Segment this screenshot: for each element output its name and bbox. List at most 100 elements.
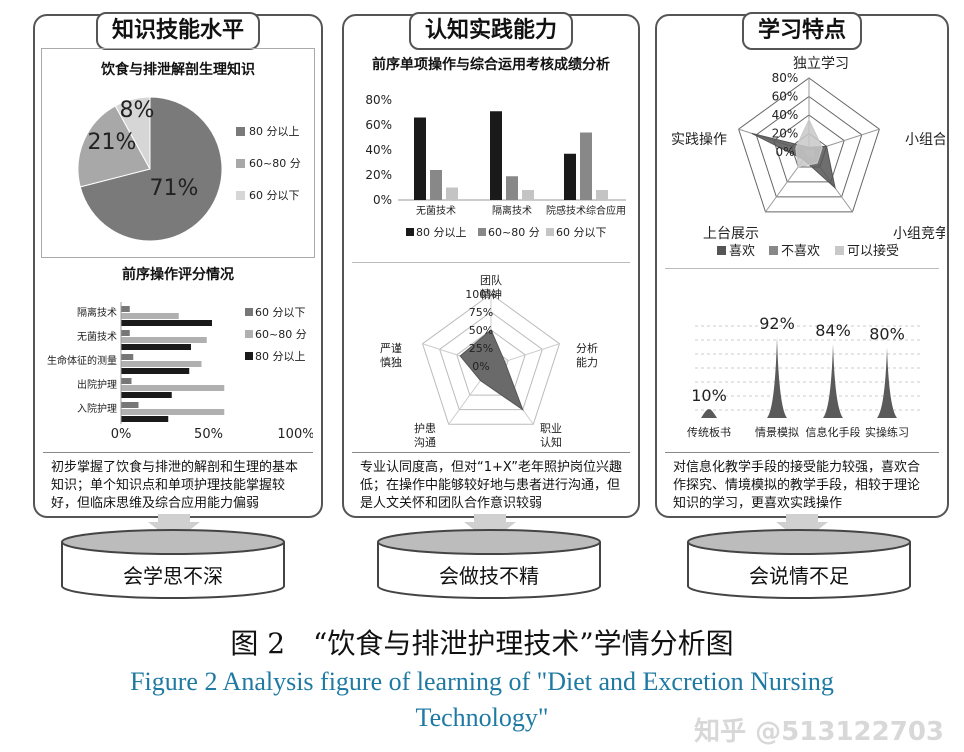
legend-swatch — [245, 330, 253, 338]
legend-swatch — [245, 308, 253, 316]
radar-grid-ring — [456, 329, 526, 396]
legend-swatch — [769, 246, 778, 255]
spike-data-label: 84% — [815, 321, 851, 340]
divider — [352, 262, 630, 263]
legend-swatch — [406, 228, 414, 236]
vbar-tick-label: 80% — [365, 93, 392, 107]
vbar-bar — [596, 190, 608, 200]
spike-data-label: 80% — [869, 325, 905, 344]
panel-title: 学习特点 — [741, 12, 863, 50]
learning-summary: 对信息化教学手段的接受能力较强，喜欢合作探究、情境模拟的教学手段，相较于理论知识… — [665, 452, 939, 511]
cylinder-shape — [377, 529, 601, 599]
hbar-category-label: 隔离技术 — [77, 306, 117, 319]
radar-axis-label: 慎独 — [380, 355, 402, 369]
hbar-category-label: 入院护理 — [77, 402, 117, 415]
pie-slice — [77, 105, 151, 188]
legend-label: 60 分以下 — [556, 226, 607, 239]
hbar-tick-label: 0% — [111, 427, 132, 442]
radar-level-label: 20% — [772, 127, 799, 141]
hbar-bar — [121, 344, 191, 350]
spike-mark — [823, 344, 843, 418]
legend-swatch — [245, 352, 253, 360]
legend-label: 80 分以上 — [255, 350, 306, 363]
legend-label: 60 分以下 — [249, 189, 300, 202]
outcome-label: 会说情不足 — [749, 564, 849, 588]
panel-cognition: 认知实践能力 前序单项操作与综合运用考核成绩分析 0% 20% 40% 60% 80% 无… — [342, 12, 640, 518]
hbar-chart-box: 前序操作评分情况 隔离技术 无菌技术 生命体征的测量 出院护理 入院护理 0% 50% 100… — [41, 262, 315, 448]
radar-axis-label: 实践操作 — [671, 132, 727, 148]
figure-caption-cn: 图 2 “饮食与排泄护理技术”学情分析图 — [230, 627, 734, 660]
spike-category-label: 情景模拟 — [755, 425, 799, 439]
radar-axis-label: 小组合作 — [905, 132, 945, 148]
legend-label: 可以接受 — [847, 243, 899, 259]
spike-category-label: 信息化手段 — [806, 425, 861, 439]
hbar-bar — [121, 402, 139, 408]
hbar-bar — [121, 330, 130, 336]
outcome-cylinder-1: 会学思不深 — [60, 528, 286, 602]
vbar-chart-title: 前序单项操作与综合运用考核成绩分析 — [372, 57, 610, 73]
legend-label: 80 分以上 — [416, 226, 467, 239]
pie-slice — [79, 96, 223, 242]
radar-grid-ring — [439, 311, 543, 411]
legend-swatch — [478, 228, 486, 236]
caption-en-line2: Technology" — [415, 703, 549, 732]
vbar-tick-label: 0% — [373, 193, 392, 207]
hbar-bar — [121, 385, 225, 391]
vbar-category-label: 院感技术综合应用 — [546, 204, 626, 217]
vbar-bar — [522, 190, 534, 200]
hbar-category-label: 无菌技术 — [77, 330, 117, 343]
radar-level-label: 80% — [772, 71, 799, 85]
legend-label: 80 分以上 — [249, 125, 300, 138]
caption-en-line1: Figure 2 Analysis figure of learning of … — [130, 667, 834, 696]
cylinder-shape — [61, 529, 285, 599]
radar-axis-label: 独立学习 — [793, 56, 849, 72]
down-arrow-icon — [148, 514, 200, 542]
radar-level-label: 25% — [469, 342, 493, 355]
legend-label: 60~80 分 — [249, 157, 301, 170]
pie-data-label: 21% — [88, 130, 137, 155]
hbar-category-label: 生命体征的测量 — [47, 354, 117, 367]
radar-level-label: 0% — [472, 360, 489, 373]
legend-label: 60 分以下 — [255, 306, 306, 319]
outcome-label: 会做技不精 — [439, 564, 539, 588]
hbar-bar — [121, 409, 225, 415]
legend-label: 60~80 分 — [488, 226, 540, 239]
hbar-tick-label: 50% — [194, 427, 223, 442]
spike-data-label: 10% — [691, 386, 727, 405]
radar-axis-label: 精神 — [480, 287, 502, 301]
cognition-summary: 专业认同度高，但对“1+X”老年照护岗位兴趣低；在操作中能够较好地与患者进行沟通… — [352, 452, 630, 511]
pie-data-label: 8% — [120, 98, 155, 123]
radar-axis-label: 小组竞争 — [893, 225, 945, 242]
pie-slice — [114, 96, 151, 170]
hbar-bar — [121, 337, 207, 343]
legend-swatch — [546, 228, 554, 236]
spike-mark — [701, 409, 717, 418]
vbar-category-label: 隔离技术 — [492, 204, 532, 217]
legend-swatch — [236, 191, 245, 200]
radar-axis-label: 职业 — [540, 422, 562, 435]
spike-data-label: 92% — [759, 314, 795, 333]
legend-swatch — [236, 159, 245, 168]
vbar-category-label: 无菌技术 — [416, 204, 456, 217]
vbar-tick-label: 60% — [365, 118, 392, 132]
outcome-cylinder-2: 会做技不精 — [376, 528, 602, 602]
hbar-chart-title: 前序操作评分情况 — [122, 267, 234, 283]
radar-grid-ring — [773, 114, 845, 183]
spike-category-label: 实操练习 — [865, 425, 909, 439]
radar-grid-ring — [738, 77, 880, 213]
legend-label: 喜欢 — [729, 244, 755, 259]
pie-data-label: 71% — [150, 176, 199, 201]
radar-axis-label: 上台展示 — [703, 226, 759, 242]
radar-level-label: 0% — [775, 145, 794, 159]
radar-data-area — [459, 329, 524, 412]
radar-grid-ring — [755, 95, 863, 198]
vbar-bar — [430, 170, 442, 200]
vbar-tick-label: 20% — [365, 168, 392, 182]
radar-level-label: 50% — [469, 324, 493, 337]
radar-level-label: 100% — [465, 288, 496, 301]
legend-swatch — [717, 246, 726, 255]
vbar-bar — [414, 117, 426, 200]
legend-label: 不喜欢 — [781, 244, 820, 259]
